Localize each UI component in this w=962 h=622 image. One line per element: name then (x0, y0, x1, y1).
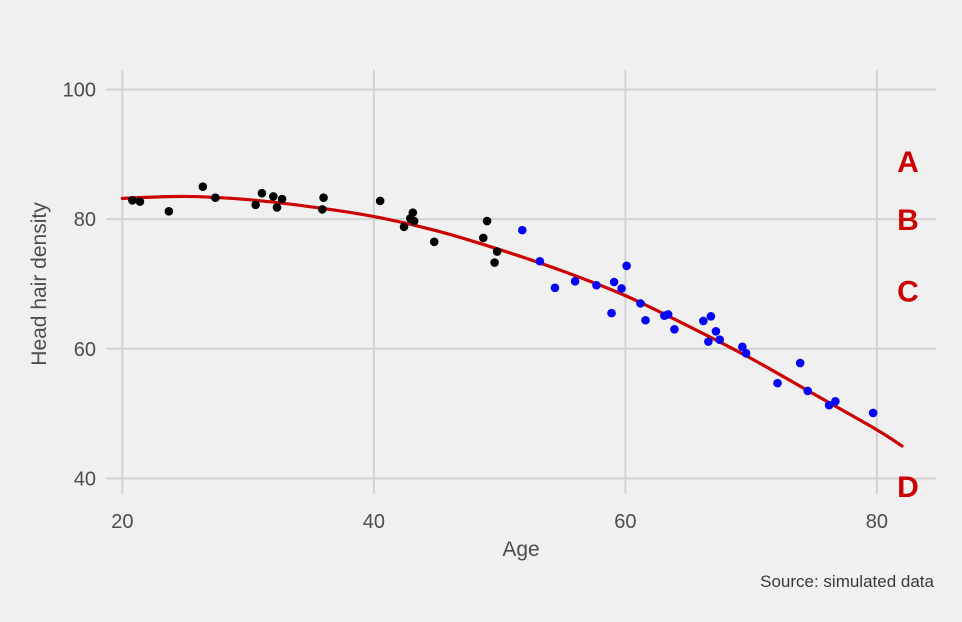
data-point-blue (550, 283, 560, 293)
data-point-black (399, 222, 409, 232)
data-point-blue (517, 225, 527, 235)
data-point-black (319, 193, 328, 203)
data-point-black (135, 197, 145, 206)
tick-labels: 20 40 60 80 40 60 80 100 (63, 79, 888, 533)
data-point-black (409, 216, 419, 226)
data-point-blue (641, 315, 650, 325)
x-tick-label: 40 (363, 511, 385, 533)
data-point-blue (636, 299, 645, 308)
fit-curve-layer (120, 194, 904, 448)
data-point-blue (670, 325, 679, 334)
data-point-black (482, 216, 492, 226)
data-point-black (408, 208, 418, 217)
data-point-blue (711, 326, 721, 336)
y-tick-label: 100 (63, 79, 96, 101)
data-point-black (128, 196, 137, 205)
zone-label-a: A (897, 146, 919, 179)
data-point-blue (592, 280, 601, 290)
data-point-blue (704, 337, 713, 346)
data-point-black (318, 205, 327, 214)
data-point-blue (609, 277, 619, 287)
points-layer (128, 182, 878, 418)
data-point-black (492, 247, 502, 256)
data-point-blue (868, 408, 878, 418)
data-point-blue (715, 335, 724, 345)
data-point-black (268, 192, 278, 201)
y-tick-label: 60 (74, 339, 96, 361)
data-point-black (490, 258, 499, 267)
data-point-blue (824, 400, 834, 410)
data-point-blue (622, 261, 631, 271)
x-axis-title: Age (502, 538, 539, 561)
zone-label-d: D (897, 471, 919, 504)
data-point-black (429, 237, 439, 247)
data-point-black (478, 233, 488, 243)
data-point-blue (803, 386, 813, 396)
y-axis-title: Head hair density (28, 202, 51, 366)
zone-label-b: B (897, 204, 919, 237)
data-point-black (257, 188, 267, 198)
data-point-blue (535, 256, 545, 266)
data-point-blue (795, 358, 805, 368)
data-point-black (277, 194, 287, 204)
grid (106, 70, 936, 494)
zone-label-c: C (897, 275, 919, 308)
data-point-blue (663, 310, 673, 319)
data-point-black (198, 182, 208, 191)
data-point-black (251, 200, 260, 210)
data-point-blue (699, 316, 708, 326)
y-tick-label: 80 (74, 209, 96, 231)
source-caption: Source: simulated data (760, 572, 934, 591)
x-tick-label: 80 (866, 511, 888, 533)
data-point-blue (738, 342, 747, 352)
data-point-blue (570, 277, 580, 286)
data-point-blue (617, 284, 626, 293)
data-point-blue (607, 308, 616, 318)
data-point-blue (831, 396, 840, 406)
data-point-blue (741, 349, 751, 358)
data-point-black (272, 203, 282, 212)
data-point-black (164, 207, 174, 216)
x-tick-label: 20 (111, 511, 133, 533)
data-point-blue (706, 312, 716, 321)
x-tick-label: 60 (614, 511, 636, 533)
y-tick-label: 40 (74, 468, 96, 490)
zone-labels: AB C D (897, 146, 919, 504)
fit-curve (120, 194, 904, 448)
data-point-black (375, 196, 385, 206)
data-point-black (211, 193, 220, 203)
data-point-blue (773, 378, 782, 388)
